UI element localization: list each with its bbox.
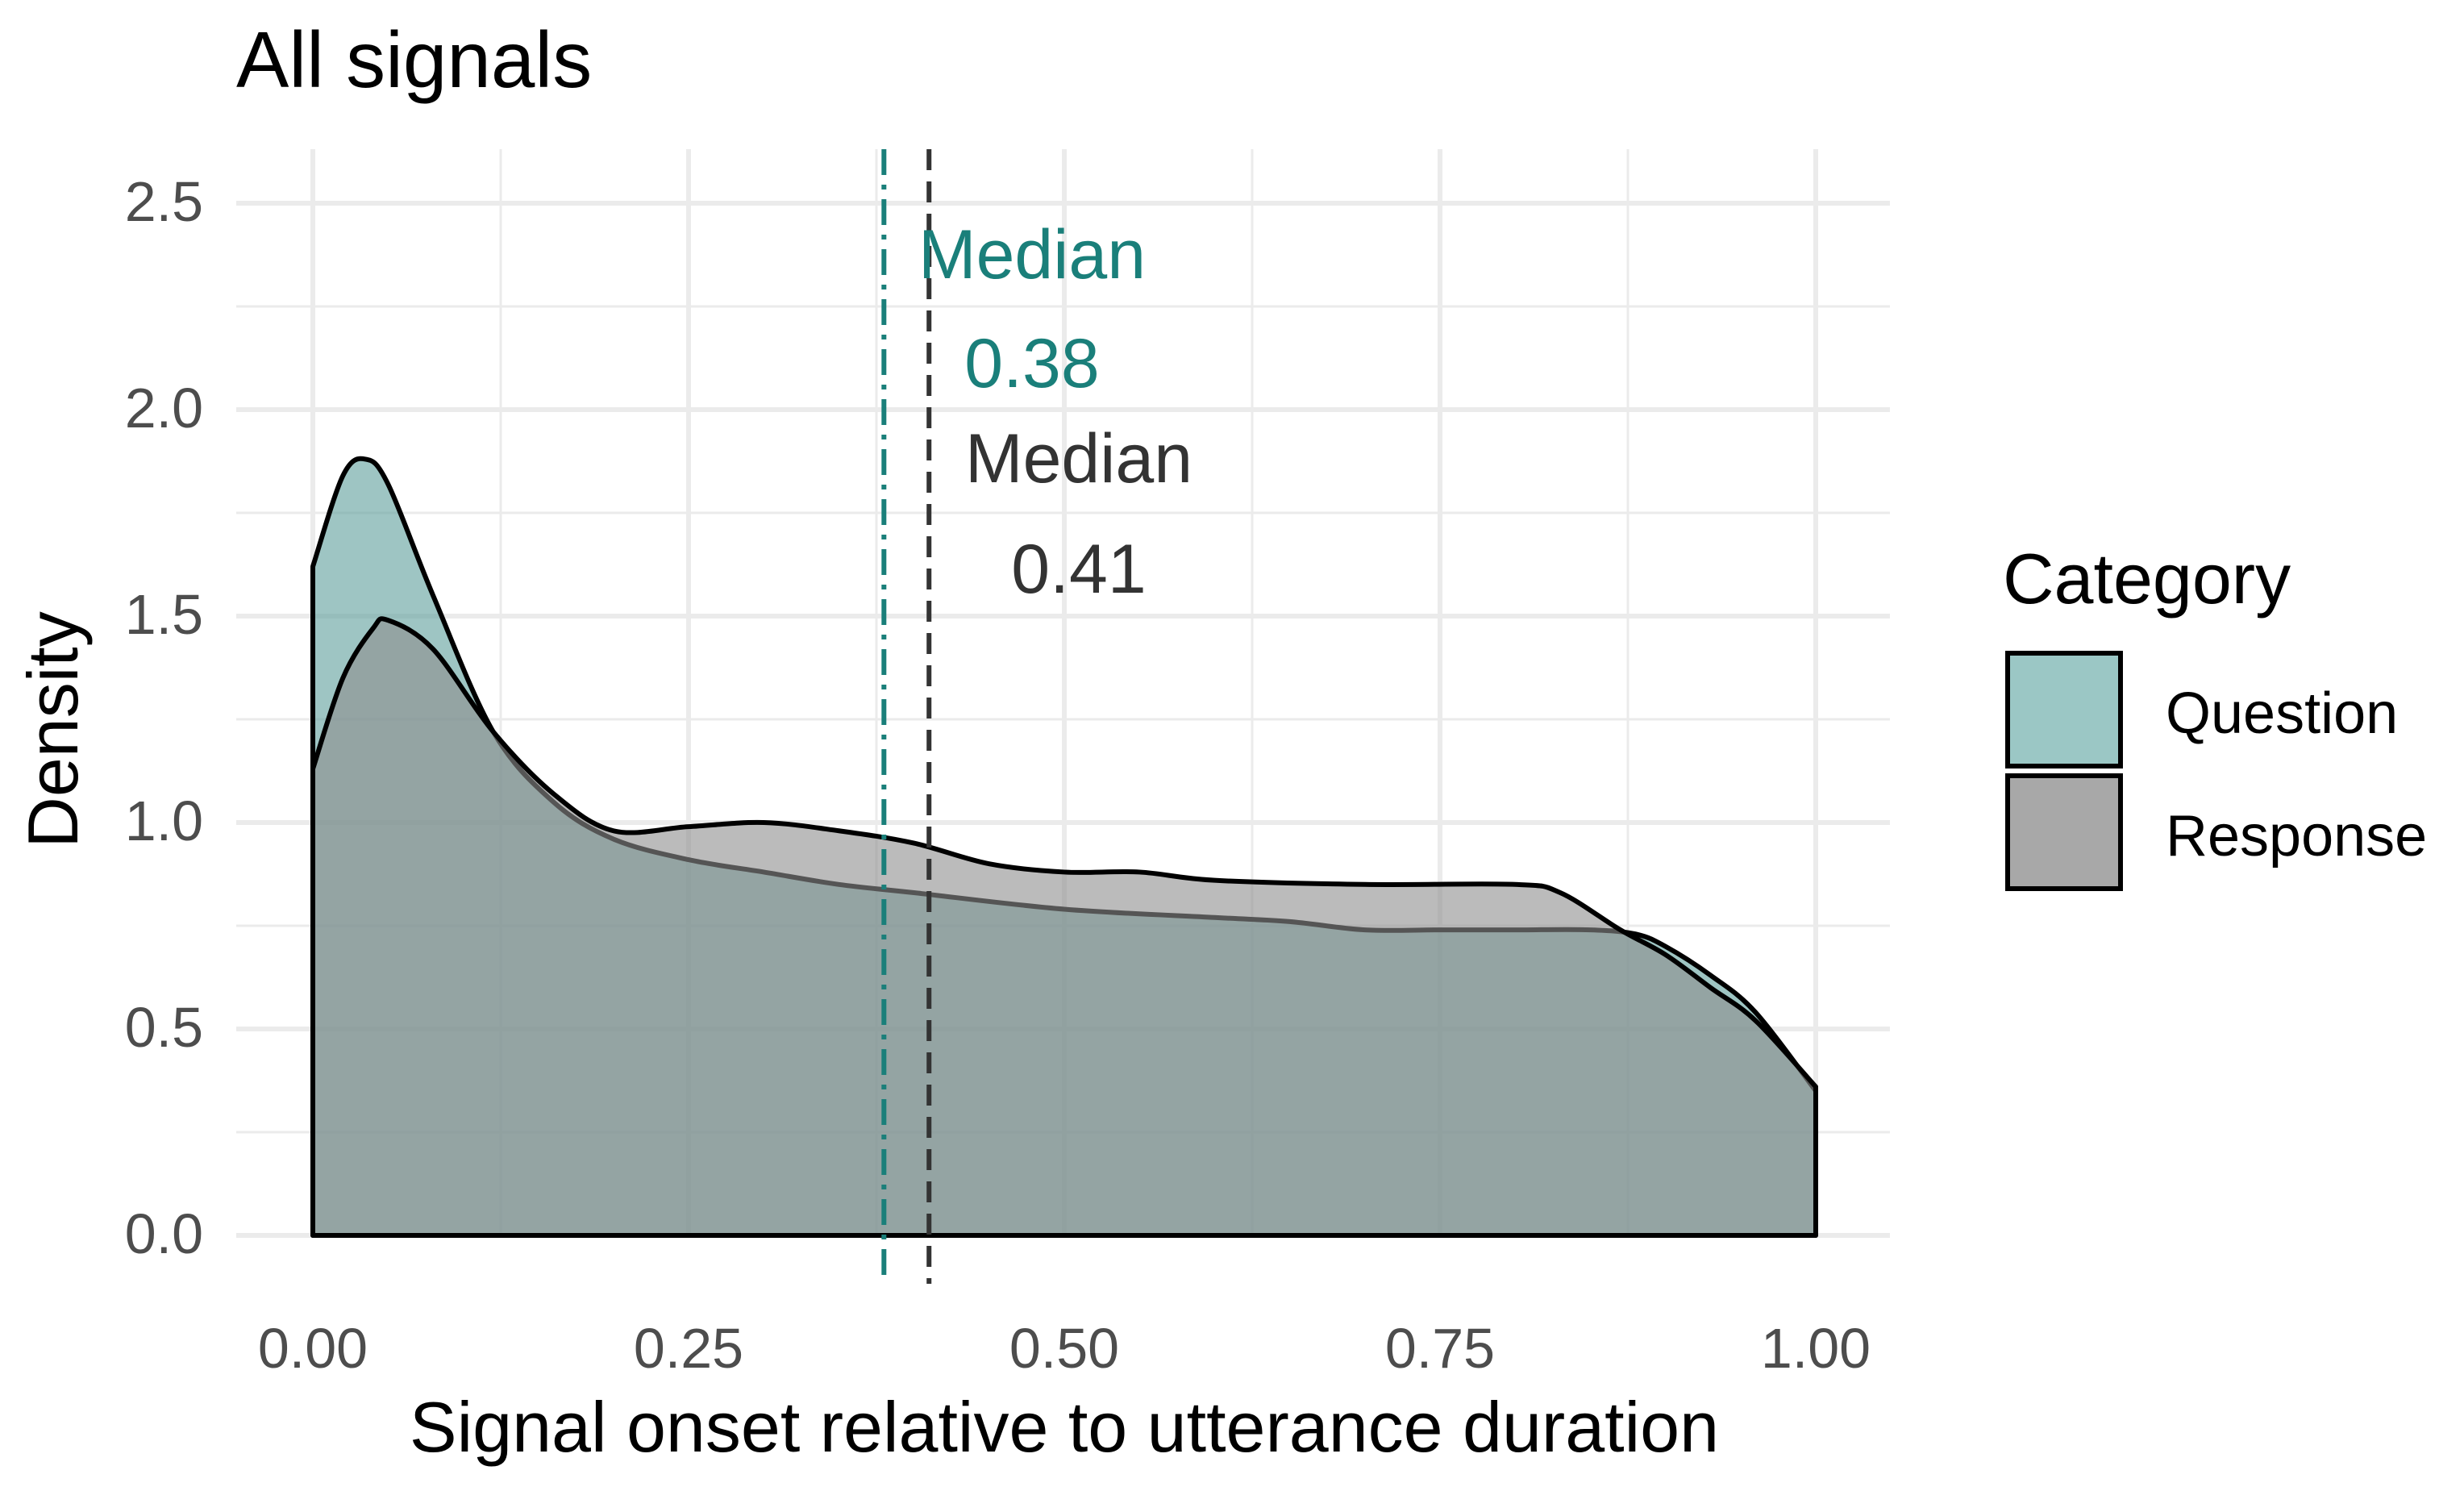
legend-label-response: Response <box>2166 804 2427 868</box>
y-tick-label: 0.0 <box>125 1202 203 1265</box>
x-tick-label: 0.25 <box>634 1317 743 1380</box>
median-response-label: Median <box>965 420 1192 498</box>
legend-key-response <box>2005 773 2123 891</box>
density-area-response <box>310 616 1818 1238</box>
x-axis-title: Signal onset relative to utterance durat… <box>410 1387 1719 1467</box>
legend-label-question: Question <box>2166 681 2398 746</box>
x-tick-label: 0.50 <box>1009 1317 1119 1380</box>
y-tick-label: 2.0 <box>125 377 203 439</box>
legend: Category Question Response <box>2003 539 2427 891</box>
median-response-value: 0.41 <box>1011 531 1146 608</box>
x-tick-label: 0.00 <box>258 1317 368 1380</box>
y-tick-label: 1.0 <box>125 789 203 852</box>
x-tick-label: 0.75 <box>1385 1317 1495 1380</box>
y-tick-label: 1.5 <box>125 583 203 646</box>
y-axis-ticks: 0.0 0.5 1.0 1.5 2.0 2.5 <box>125 170 203 1265</box>
legend-key-question <box>2005 651 2123 768</box>
legend-title: Category <box>2003 539 2291 619</box>
x-axis-ticks: 0.00 0.25 0.50 0.75 1.00 <box>258 1317 1871 1380</box>
y-axis-title: Density <box>13 611 93 848</box>
density-areas <box>310 456 1818 1238</box>
median-lines <box>881 149 932 1284</box>
y-tick-label: 2.5 <box>125 170 203 233</box>
median-question-value: 0.38 <box>964 325 1099 402</box>
x-tick-label: 1.00 <box>1761 1317 1871 1380</box>
chart-title: All signals <box>236 15 592 104</box>
median-question-label: Median <box>918 216 1146 294</box>
y-tick-label: 0.5 <box>125 996 203 1059</box>
